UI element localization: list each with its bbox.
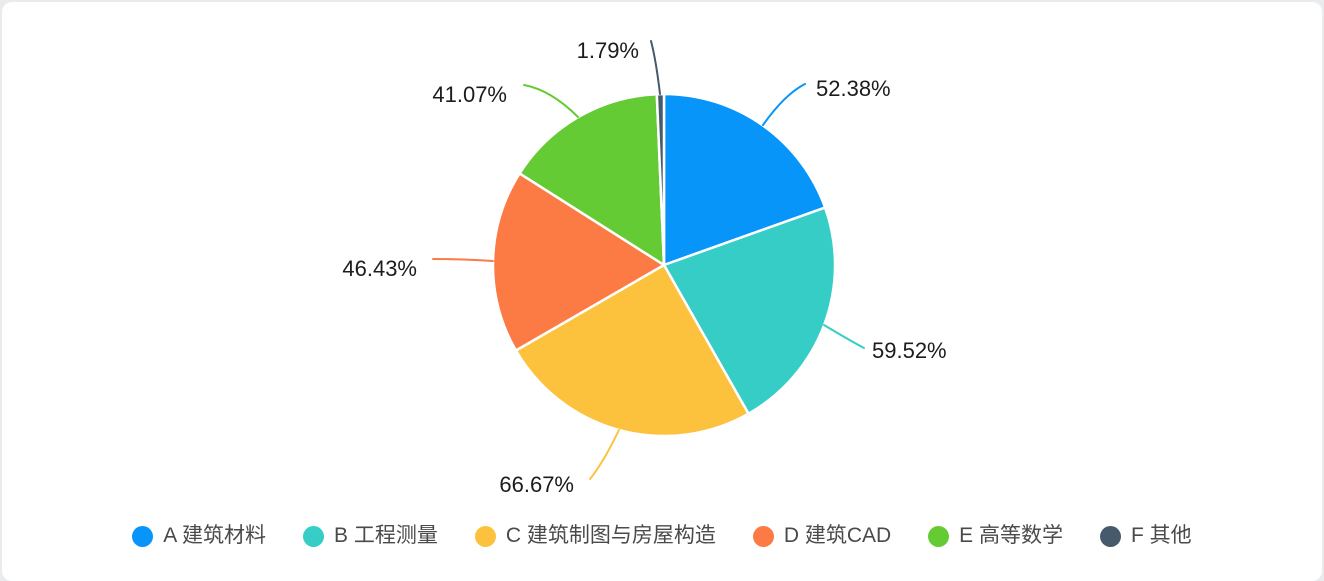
legend-item-F[interactable]: F 其他 — [1100, 523, 1192, 549]
legend-label-D: D 建筑CAD — [783, 524, 892, 547]
legend-item-C[interactable]: C 建筑制图与房屋构造 — [474, 523, 716, 549]
legend-dot-A — [132, 525, 154, 547]
legend-label-E: E 高等数学 — [959, 524, 1064, 547]
percent-label-A: 52.38% — [816, 76, 891, 101]
label-line-E — [523, 84, 579, 118]
legend-label-B: B 工程测量 — [333, 524, 438, 547]
legend: A 建筑材料 B 工程测量 C 建筑制图与房屋构造 D 建筑CAD E 高等数学 F 其他 — [2, 523, 1322, 549]
percent-label-C: 66.67% — [499, 472, 574, 497]
legend-label-C: C 建筑制图与房屋构造 — [505, 524, 716, 547]
label-line-F — [650, 40, 661, 95]
legend-dot-F — [1100, 525, 1122, 547]
percent-label-F: 1.79% — [577, 38, 639, 63]
label-line-D — [432, 258, 494, 262]
legend-dot-B — [302, 525, 324, 547]
legend-item-A[interactable]: A 建筑材料 — [132, 523, 266, 549]
legend-item-B[interactable]: B 工程测量 — [302, 523, 438, 549]
legend-dot-C — [474, 525, 496, 547]
percent-label-D: 46.43% — [342, 256, 417, 281]
label-line-A — [762, 83, 806, 126]
legend-dot-D — [752, 525, 774, 547]
percent-label-B: 59.52% — [872, 338, 947, 363]
percent-label-E: 41.07% — [432, 82, 507, 107]
legend-dot-E — [928, 525, 950, 547]
label-line-B — [823, 324, 865, 349]
legend-label-A: A 建筑材料 — [163, 524, 266, 547]
legend-label-F: F 其他 — [1131, 524, 1192, 547]
legend-item-D[interactable]: D 建筑CAD — [752, 523, 892, 549]
legend-item-E[interactable]: E 高等数学 — [928, 523, 1063, 549]
label-line-C — [589, 429, 620, 480]
